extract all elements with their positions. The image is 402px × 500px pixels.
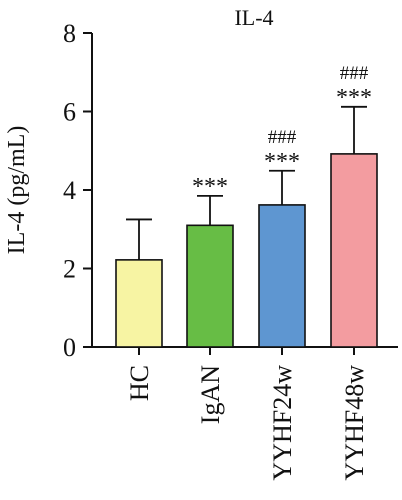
y-tick-label: 8	[63, 19, 76, 48]
x-tick-label: YYHF24w	[268, 365, 297, 481]
y-tick-label: 2	[63, 255, 76, 284]
x-axis: HC IgAN YYHF24w YYHF48w	[92, 346, 398, 481]
significance-stars: ***	[264, 149, 300, 175]
significance-hashes: ###	[340, 63, 369, 84]
significance-stars: ***	[192, 174, 228, 200]
y-tick-label: 0	[63, 333, 76, 362]
bar	[330, 153, 378, 348]
chart-title: IL-4	[234, 5, 273, 30]
bars-group: ******###***###	[115, 63, 378, 348]
bar	[258, 204, 306, 348]
x-tick-label: HC	[125, 365, 154, 401]
bar	[186, 224, 234, 348]
significance-hashes: ###	[268, 127, 297, 148]
significance-stars: ***	[336, 85, 372, 111]
x-tick-label: IgAN	[196, 365, 225, 424]
x-tick-label: YYHF48w	[340, 365, 369, 481]
y-tick-label: 6	[63, 98, 76, 127]
bar	[115, 259, 163, 348]
y-axis-label: IL-4 (pg/mL)	[4, 126, 30, 255]
y-axis: 0 2 4 6 8	[63, 19, 93, 362]
y-tick-label: 4	[63, 176, 76, 205]
